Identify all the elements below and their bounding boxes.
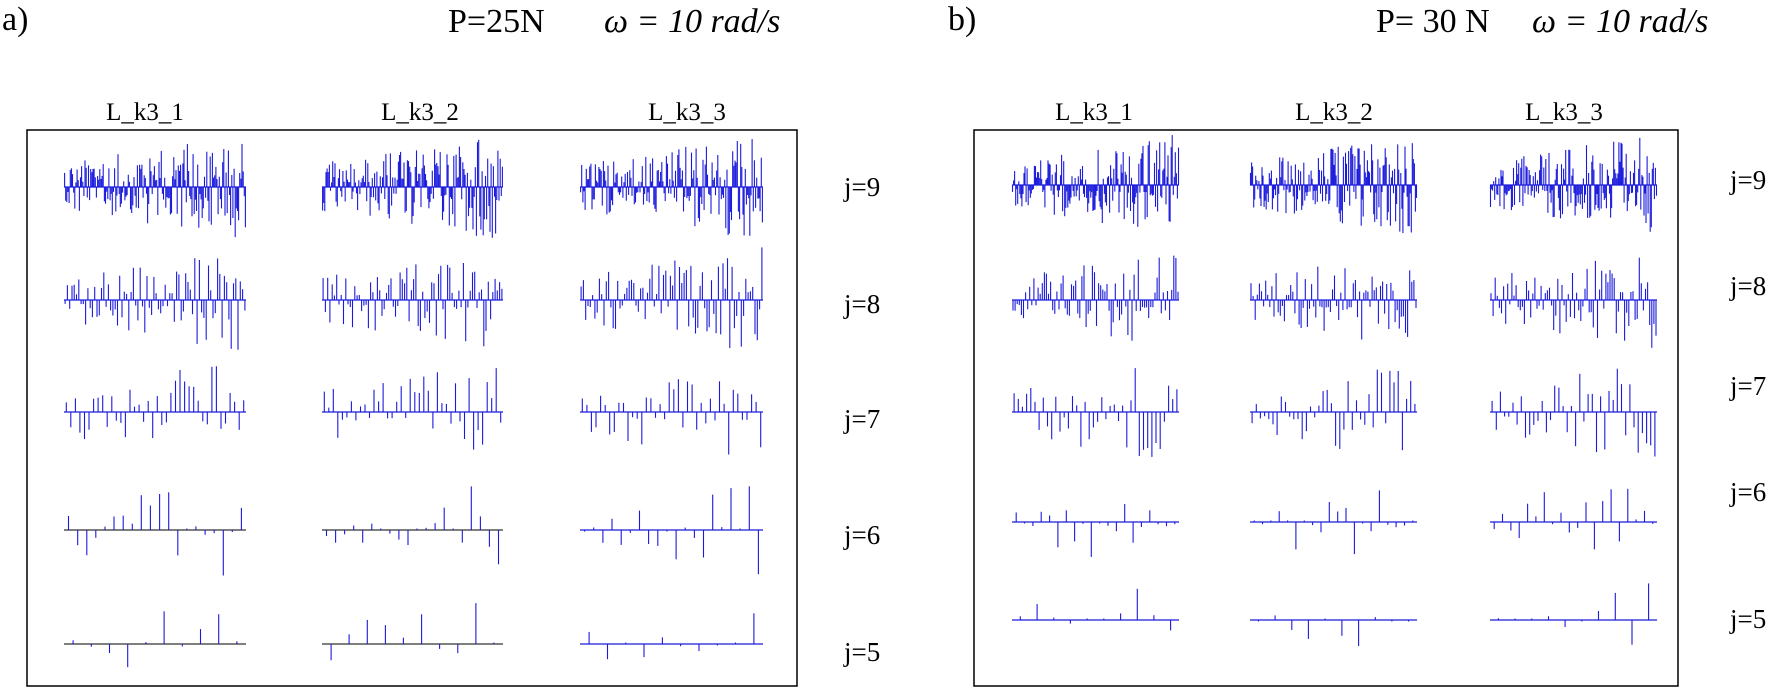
row-label-a-j7: j=7: [843, 404, 880, 434]
column-label-a-1: L_k3_1: [106, 99, 184, 126]
panel-b-svg: b) P= 30 N ω = 10 rad/s L_k3_1 L_k3_2 L_…: [948, 1, 1766, 687]
coefficient-plots-a: [64, 139, 763, 668]
load-label-a: P=25N: [448, 3, 545, 40]
row-label-b-j9: j=9: [1729, 165, 1766, 195]
row-label-b-j7: j=7: [1729, 371, 1766, 401]
panel-b: b) P= 30 N ω = 10 rad/s L_k3_1 L_k3_2 L_…: [892, 0, 1784, 691]
column-label-a-2: L_k3_2: [381, 99, 459, 126]
row-label-a-j8: j=8: [843, 289, 880, 319]
row-label-b-j8: j=8: [1729, 271, 1766, 301]
row-label-a-j9: j=9: [843, 172, 880, 202]
row-label-b-j6: j=6: [1729, 477, 1766, 507]
row-label-a-j5: j=5: [843, 637, 880, 667]
panel-a: a) P=25N ω = 10 rad/s L_k3_1 L_k3_2 L_k3…: [2, 1, 880, 687]
coefficient-plots-b: [1011, 135, 1658, 646]
load-label-b: P= 30 N: [1376, 3, 1490, 40]
column-label-b-3: L_k3_3: [1525, 99, 1603, 126]
panel-label-b: b): [948, 1, 976, 38]
speed-label-b: ω = 10 rad/s: [1532, 3, 1708, 40]
column-label-b-2: L_k3_2: [1295, 99, 1373, 126]
row-label-a-j6: j=6: [843, 520, 880, 550]
frame-a: [26, 129, 798, 687]
column-label-a-3: L_k3_3: [648, 99, 726, 126]
column-label-b-1: L_k3_1: [1055, 99, 1133, 126]
panel-label-a: a): [2, 1, 28, 38]
row-label-b-j5: j=5: [1729, 604, 1766, 634]
speed-label-a: ω = 10 rad/s: [604, 3, 780, 40]
panel-a-svg: a) P=25N ω = 10 rad/s L_k3_1 L_k3_2 L_k3…: [2, 1, 880, 687]
frame-b: [973, 129, 1679, 687]
